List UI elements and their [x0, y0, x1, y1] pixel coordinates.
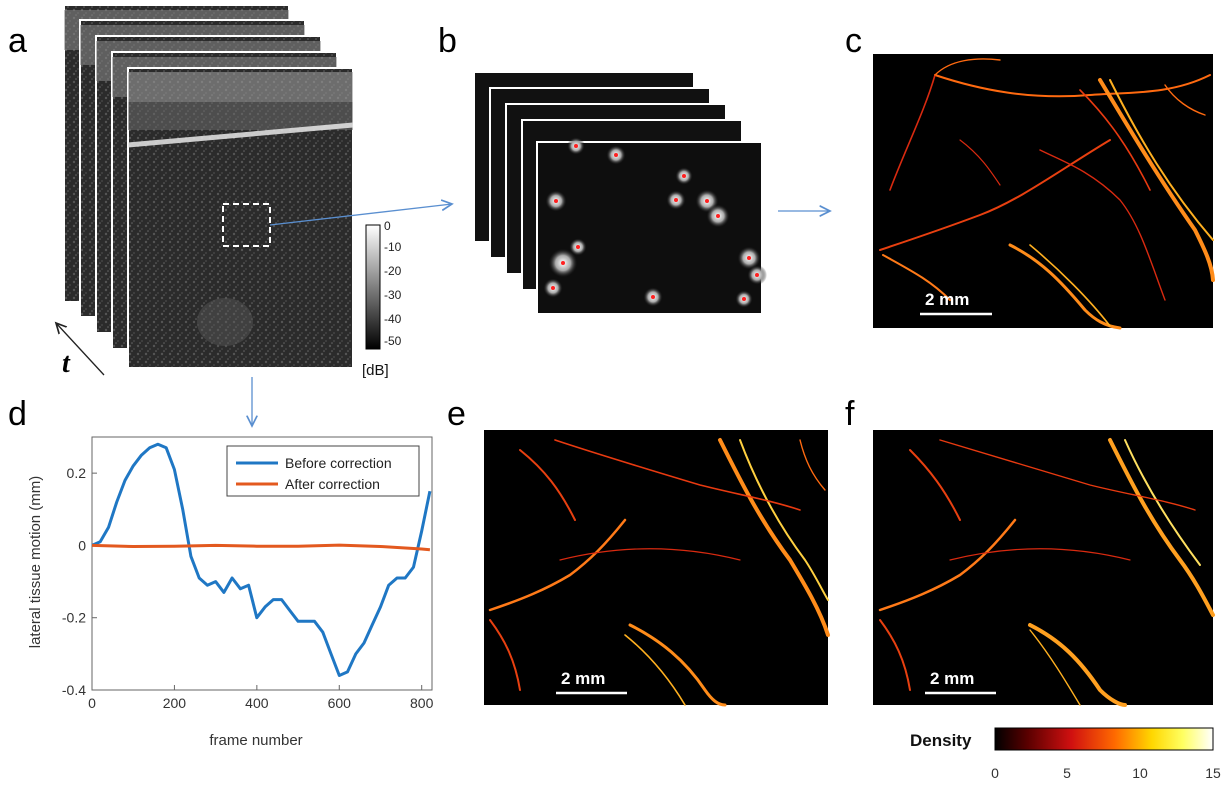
y-tick-label: 0.2	[67, 465, 87, 481]
x-tick-label: 200	[163, 695, 187, 711]
y-tick-label: -0.4	[62, 682, 86, 698]
db-tick-label: -10	[384, 240, 402, 254]
scale-label-e: 2 mm	[561, 669, 605, 688]
density-colorbar: Density 0 5 10 15	[910, 727, 1221, 781]
chart-lines	[91, 442, 432, 677]
vessel-network	[878, 438, 1215, 707]
density-tick-label: 15	[1205, 765, 1221, 781]
scale-label-c: 2 mm	[925, 290, 969, 309]
microbubble-frame-stack	[473, 71, 767, 315]
density-label: Density	[910, 731, 972, 750]
y-axis-title: lateral tissue motion (mm)	[27, 476, 44, 649]
panel-letter-c: c	[845, 22, 862, 60]
density-tick-label: 0	[991, 765, 999, 781]
x-axis-title: frame number	[209, 732, 302, 749]
db-tick-label: -40	[384, 312, 402, 326]
plot-area	[91, 436, 433, 691]
x-tick-label: 0	[88, 695, 96, 711]
density-tick-label: 5	[1063, 765, 1071, 781]
y-tick-label: 0	[78, 537, 86, 553]
arrow-a-to-b	[269, 204, 452, 226]
density-map-f: 2 mm	[873, 430, 1215, 707]
y-tick-label: -0.2	[62, 610, 86, 626]
series-line-before-correction	[91, 442, 432, 677]
microbubble-frame-front	[536, 137, 767, 315]
legend-label-before: Before correction	[285, 455, 392, 471]
panel-letter-b: b	[438, 22, 457, 60]
db-tick-label: -50	[384, 334, 402, 348]
x-tick-label: 600	[328, 695, 352, 711]
detection-markers	[551, 144, 759, 301]
x-tick-label: 800	[410, 695, 434, 711]
time-arrow	[56, 323, 105, 376]
motion-chart: 0 200 400 600 800 -0.4 -0.2 0 0.2 frame number l…	[27, 436, 434, 749]
x-tick-label: 400	[245, 695, 269, 711]
time-label: t	[62, 348, 71, 379]
ultrasound-frame-front	[127, 67, 354, 369]
panel-letter-d: d	[8, 395, 27, 433]
db-tick-label: 0	[384, 219, 391, 233]
chart-legend: Before correction After correction	[226, 445, 420, 497]
density-map-e: 2 mm	[484, 430, 830, 707]
vessel-network	[879, 58, 1215, 330]
legend-label-after: After correction	[285, 476, 380, 492]
density-map-c: 2 mm	[873, 54, 1215, 330]
ultrasound-frame-stack	[63, 4, 354, 369]
panel-letter-a: a	[8, 22, 27, 60]
panel-letter-e: e	[447, 395, 466, 433]
density-tick-label: 10	[1132, 765, 1148, 781]
db-colorbar: 0 -10 -20 -30 -40 -50 [dB]	[362, 219, 402, 379]
scale-label-f: 2 mm	[930, 669, 974, 688]
roi-box	[222, 203, 271, 247]
db-tick-label: -20	[384, 264, 402, 278]
panel-letter-f: f	[845, 395, 855, 433]
chart-ticks: 0 200 400 600 800 -0.4 -0.2 0 0.2	[62, 436, 434, 711]
db-unit-label: [dB]	[362, 362, 389, 379]
series-line-after-correction	[91, 543, 431, 552]
db-tick-label: -30	[384, 288, 402, 302]
vessel-network	[488, 438, 830, 707]
